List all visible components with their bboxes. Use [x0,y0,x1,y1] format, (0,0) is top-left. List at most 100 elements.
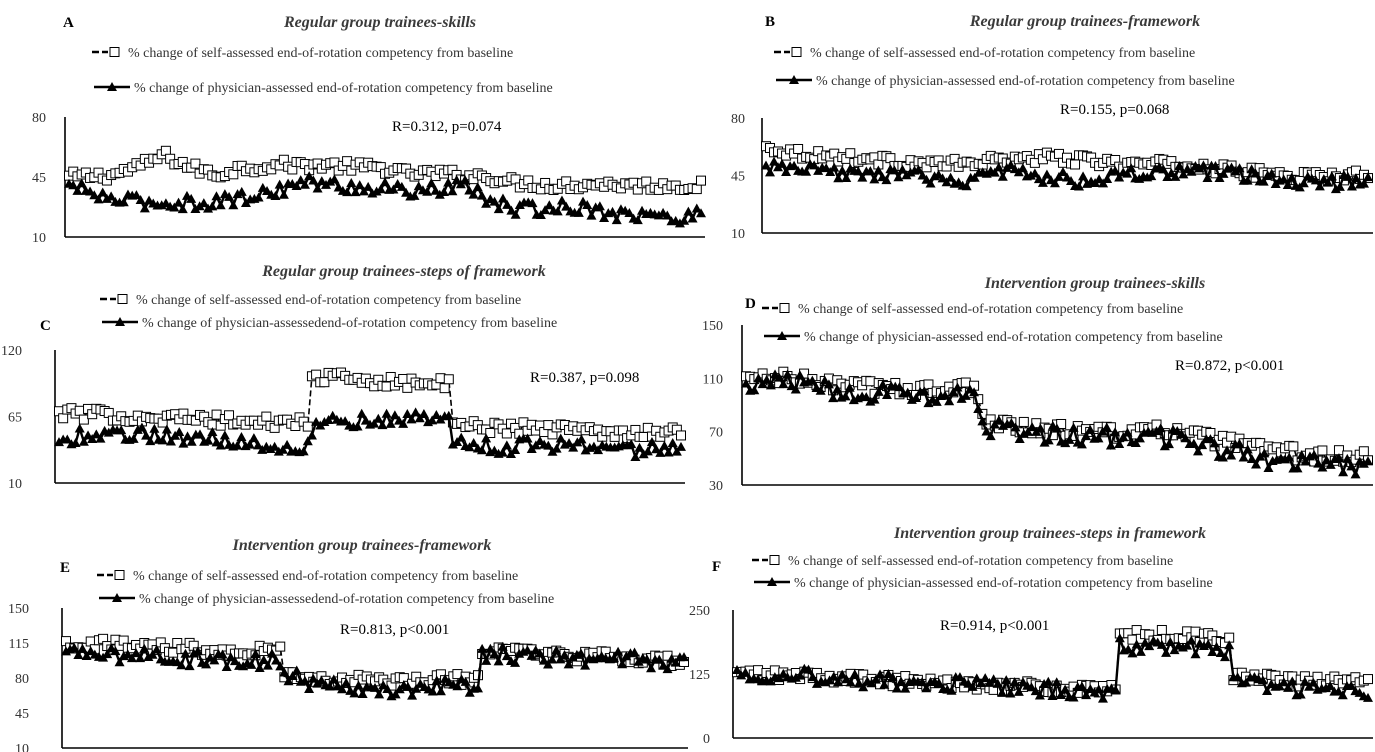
data-point-physician [961,181,972,191]
data-point-physician [1325,680,1336,690]
data-point-physician [1322,177,1333,187]
data-point-physician [985,431,996,441]
data-point-physician [1122,427,1133,437]
data-point-physician [106,191,117,201]
data-point-physician [73,649,84,659]
data-point-physician [944,396,955,406]
data-point-physician [299,179,310,189]
data-point-physician [1093,684,1104,694]
data-point-self [1070,159,1081,170]
data-point-physician [1170,171,1181,181]
data-point-physician [438,186,449,196]
data-point-physician [377,420,388,430]
data-point-physician [1262,686,1273,696]
data-point-self [435,373,446,384]
data-point-physician [670,657,681,667]
data-point-physician [1299,676,1310,686]
data-point-physician [1035,423,1046,433]
data-point-physician [1074,181,1085,191]
data-point-physician [497,447,508,457]
data-point-physician [1234,163,1245,173]
data-point-physician [308,673,319,683]
data-point-physician [211,191,222,201]
data-point-physician [1158,164,1169,174]
data-point-physician [126,653,137,663]
data-point-physician [809,160,820,170]
data-point-physician [89,190,100,200]
data-point-physician [357,689,368,699]
data-point-physician [194,429,205,439]
data-point-physician [1009,677,1020,687]
data-point-physician [1337,690,1348,700]
data-point-physician [173,197,184,207]
data-point-physician [891,683,902,693]
data-point-physician [236,186,247,196]
data-point-physician [1263,463,1274,473]
data-point-physician [398,418,409,428]
data-point-physician [174,427,185,437]
series-self-assessed [54,367,686,444]
data-point-physician [1278,174,1289,184]
legend-label: % change of physician-assessed end-of-ro… [804,330,1223,345]
data-point-physician [207,201,218,211]
data-point-self [275,641,286,652]
data-point-physician [683,206,694,216]
data-point-physician [388,184,399,194]
data-point-physician [1064,434,1075,444]
data-point-physician [543,659,554,669]
data-point-physician [402,409,413,419]
legend-entry-self: % change of self-assessed end-of-rotatio… [100,293,521,308]
data-point-physician [1363,692,1373,702]
data-point-physician [514,199,525,209]
data-point-self [485,428,496,439]
data-point-physician [435,686,446,696]
data-point-physician [646,663,657,673]
data-point-physician [324,681,335,691]
data-point-physician [1326,171,1337,181]
legend-label: % change of physician-assessedend-of-rot… [139,592,554,607]
data-point-physician [568,442,579,452]
data-point-physician [630,452,641,462]
data-point-physician [634,442,645,452]
data-point-physician [476,445,487,455]
data-point-physician [340,416,351,426]
legend-entry-self: % change of self-assessed end-of-rotatio… [762,302,1183,317]
data-point-physician [375,184,386,194]
data-point-physician [151,644,162,654]
data-point-physician [409,190,420,200]
data-point-physician [567,652,578,662]
data-point-physician [1203,639,1214,649]
data-point-physician [1333,453,1344,463]
data-point-physician [1014,433,1025,443]
data-point-physician [655,447,666,457]
data-point-physician [1238,452,1249,462]
data-point-physician [1134,173,1145,183]
legend-label: % change of physician-assessed end-of-ro… [134,81,553,96]
data-point-physician [291,180,302,190]
data-point-physician [381,408,392,418]
data-point-physician [1257,675,1268,685]
data-point-physician [857,172,868,182]
data-point-physician [544,200,555,210]
data-point-self [78,414,89,425]
data-point-physician [413,181,424,191]
y-tick-label: 45 [32,171,46,186]
data-point-physician [992,678,1003,688]
data-point-self [168,647,179,658]
data-point-physician [473,683,483,693]
data-point-physician [464,185,475,195]
data-point-physician [789,160,800,170]
data-point-physician [1310,175,1321,185]
data-point-physician [823,379,834,389]
data-point-physician [431,675,442,685]
data-point-self [865,376,876,387]
data-point-physician [426,178,437,188]
data-point-physician [1338,467,1349,477]
data-point-physician [881,389,892,399]
correlation-stat: R=0.872, p<0.001 [1175,358,1284,374]
data-point-physician [157,435,168,445]
data-point-physician [337,684,348,694]
data-point-self [973,394,984,405]
data-point-physician [561,201,572,211]
panel-d: D Intervention group trainees-skills % cha… [702,275,1373,494]
